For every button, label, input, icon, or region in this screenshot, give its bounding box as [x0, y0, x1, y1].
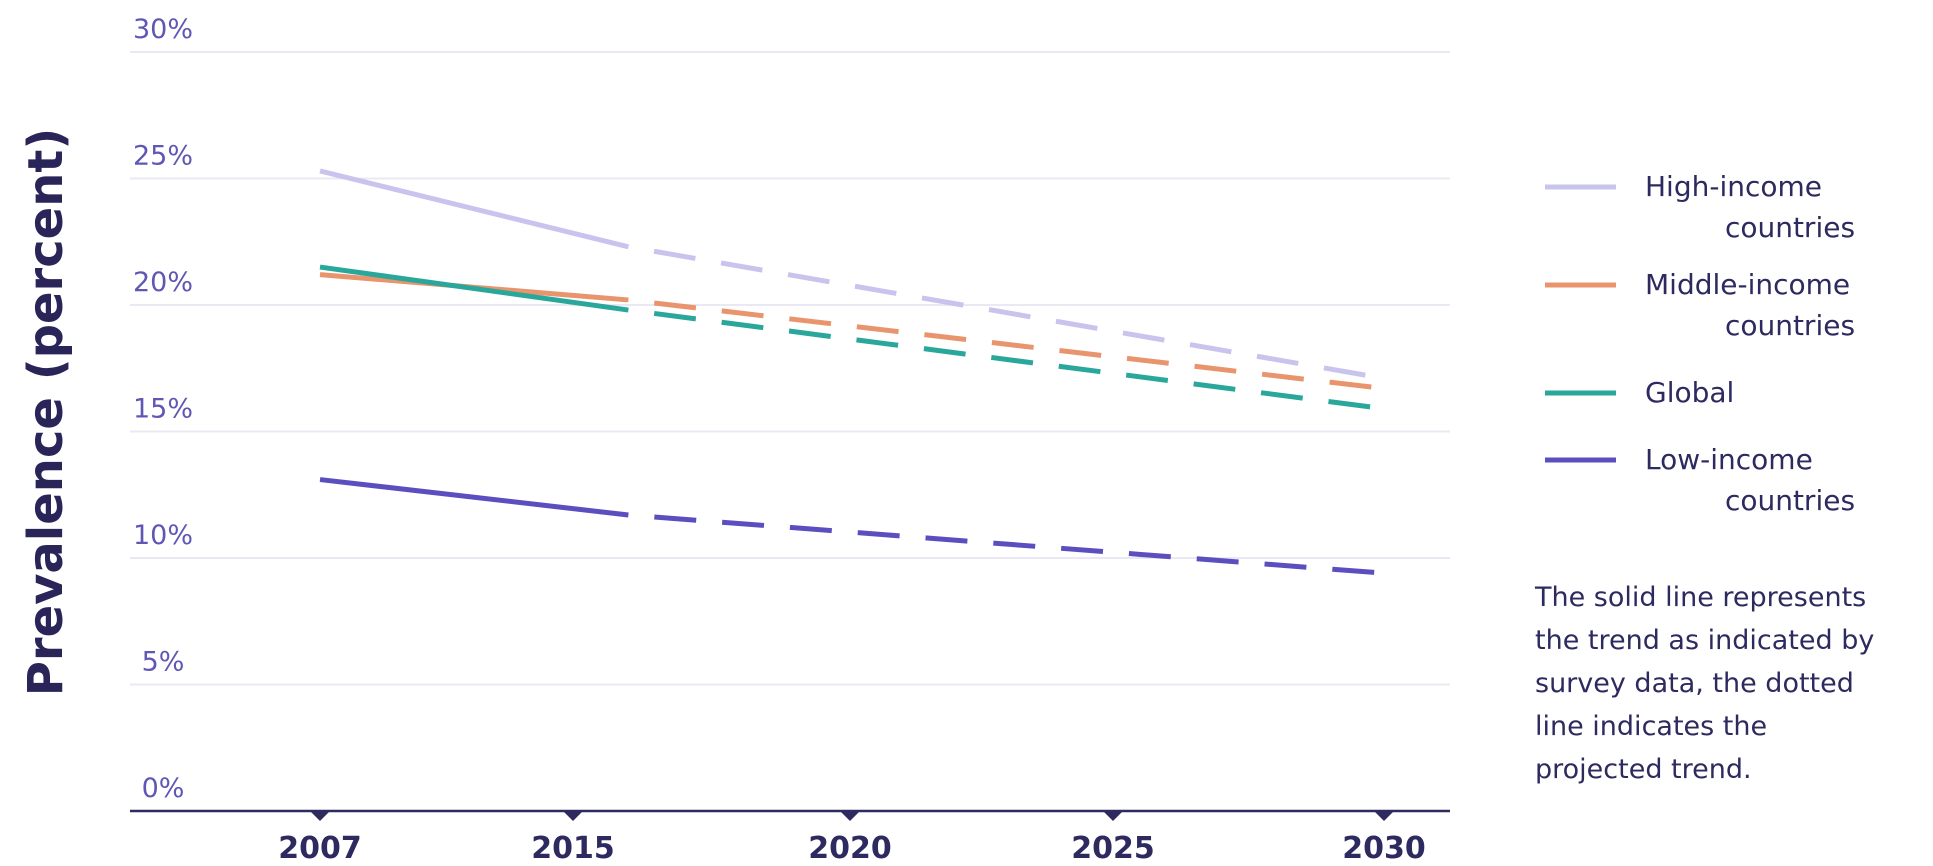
series-line-projected [628, 307, 1385, 412]
note-line: The solid line represents [1534, 582, 1866, 613]
x-tick-marker [563, 811, 583, 821]
series-group [319, 477, 1385, 576]
legend-item: Global [1545, 376, 1734, 409]
series-group [319, 168, 1385, 381]
x-tick-label: 2015 [531, 831, 615, 866]
y-tick-label: 20% [133, 267, 193, 298]
series-line-projected [628, 297, 1385, 391]
legend-label-line2: countries [1725, 309, 1855, 342]
y-tick-label: 5% [142, 647, 185, 678]
x-tick-marker [1374, 811, 1394, 821]
legend-label-line2: countries [1725, 484, 1855, 517]
y-tick-label: 15% [133, 394, 193, 425]
legend-label-line2: countries [1725, 211, 1855, 244]
y-axis-label: Prevalence (percent) [18, 128, 74, 697]
legend: High-income countries Middle-income countri… [1545, 170, 1855, 517]
legend-item: High-income countries [1545, 170, 1855, 244]
series-line-solid [319, 264, 629, 313]
series-line-projected [628, 512, 1385, 576]
series-line-projected [627, 244, 1385, 381]
chart-note: The solid line represents the trend as in… [1534, 582, 1874, 785]
series-line-solid [319, 477, 629, 518]
x-tick-label: 2030 [1342, 831, 1426, 866]
x-tick-label: 2025 [1071, 831, 1155, 866]
gridlines [130, 51, 1450, 686]
note-line: line indicates the [1535, 711, 1767, 742]
x-tick-marker [310, 811, 330, 821]
y-tick-label: 25% [133, 141, 193, 172]
note-line: projected trend. [1535, 754, 1752, 785]
y-tick-label: 0% [142, 773, 185, 804]
series-lines [319, 168, 1385, 576]
x-tick-label: 2020 [808, 831, 892, 866]
x-tick-marker [840, 811, 860, 821]
x-tick-marker [1103, 811, 1123, 821]
note-line: the trend as indicated by [1535, 625, 1874, 656]
legend-label: Low-income [1645, 443, 1813, 476]
legend-label: High-income [1645, 170, 1822, 203]
series-line-solid [319, 168, 629, 250]
x-tick-labels: 2007 2015 2020 2025 2030 [278, 831, 1426, 866]
y-tick-label: 30% [133, 14, 193, 45]
series-group [319, 264, 1385, 412]
note-line: survey data, the dotted [1535, 668, 1854, 699]
x-tick-label: 2007 [278, 831, 362, 866]
y-tick-labels: 0% 5% 10% 15% 20% 25% 30% [133, 14, 193, 804]
legend-item: Middle-income countries [1545, 268, 1855, 342]
legend-label: Middle-income [1645, 268, 1850, 301]
legend-item: Low-income countries [1545, 443, 1855, 517]
x-axis [130, 809, 1450, 821]
legend-label: Global [1645, 376, 1734, 409]
y-tick-label: 10% [133, 520, 193, 551]
